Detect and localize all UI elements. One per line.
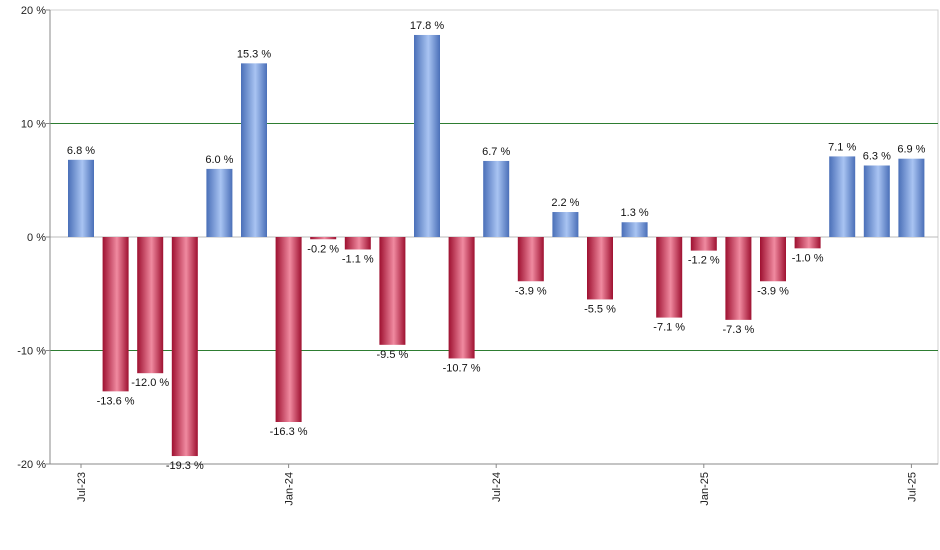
data-label-May-25: 7.1 % — [828, 141, 856, 153]
data-label-Mar-25: -3.9 % — [757, 285, 789, 297]
data-label-Apr-24: -9.5 % — [377, 349, 409, 361]
bar-Jan-24 — [275, 237, 302, 423]
bar-Jul-25 — [898, 158, 925, 237]
bar-Apr-24 — [379, 237, 406, 345]
data-label-Jan-24: -16.3 % — [270, 426, 308, 438]
bar-Feb-24 — [310, 237, 337, 240]
bar-Mar-24 — [344, 237, 371, 250]
bar-Jun-24 — [448, 237, 475, 359]
x-tick-label: Jan-25 — [699, 472, 711, 506]
data-label-Feb-24: -0.2 % — [307, 243, 339, 255]
y-tick-label: 0 % — [27, 232, 46, 244]
data-label-Jul-25: 6.9 % — [897, 144, 925, 156]
bar-Sep-23 — [137, 237, 164, 374]
x-tick-label: Jul-25 — [906, 472, 918, 502]
bar-Apr-25 — [794, 237, 821, 249]
bar-Jul-24 — [483, 160, 510, 237]
data-label-Jul-23: 6.8 % — [67, 145, 95, 157]
data-label-May-24: 17.8 % — [410, 20, 444, 32]
bar-Nov-24 — [621, 222, 648, 237]
x-axis: Jul-23 Jan-24 Jul-24 Jan-25 Jul-25 — [50, 463, 938, 506]
data-label-Aug-23: -13.6 % — [97, 395, 135, 407]
bar-Jan-25 — [690, 237, 717, 251]
data-label-Sep-24: 2.2 % — [551, 197, 579, 209]
bar-Dec-24 — [656, 237, 683, 318]
bars — [68, 34, 925, 457]
x-tick-label: Jul-24 — [491, 472, 503, 502]
bar-May-25 — [829, 156, 856, 237]
x-tick-label: Jan-24 — [284, 472, 296, 506]
bar-Feb-25 — [725, 237, 752, 320]
bar-Nov-23 — [206, 168, 233, 237]
bar-May-24 — [414, 34, 440, 237]
y-tick-label: -10 % — [17, 346, 46, 358]
bar-Dec-23 — [241, 63, 267, 237]
data-label-Aug-24: -3.9 % — [515, 285, 547, 297]
bar-Jun-25 — [863, 165, 890, 237]
bar-Oct-23 — [171, 237, 198, 457]
bar-Aug-24 — [517, 237, 544, 282]
data-label-Feb-25: -7.3 % — [723, 324, 755, 336]
y-axis: 20 % 10 % 0 % -10 % -20 % — [17, 5, 51, 471]
data-label-Jun-24: -10.7 % — [443, 362, 481, 374]
data-label-Nov-23: 6.0 % — [205, 154, 233, 166]
data-label-Mar-24: -1.1 % — [342, 253, 374, 265]
x-tick-label: Jul-23 — [76, 472, 88, 502]
data-label-Jun-25: 6.3 % — [863, 150, 891, 162]
bar-Aug-23 — [102, 237, 129, 392]
data-labels: 6.8 % -13.6 % -12.0 % -19.3 % 6.0 % 15.3 % -16… — [67, 20, 926, 472]
data-label-Oct-24: -5.5 % — [584, 303, 616, 315]
bar-Jul-23 — [68, 159, 94, 237]
data-label-Dec-24: -7.1 % — [653, 322, 685, 334]
bar-Mar-25 — [760, 237, 786, 282]
data-label-Jul-24: 6.7 % — [482, 146, 510, 158]
data-label-Apr-25: -1.0 % — [792, 252, 824, 264]
data-label-Dec-23: 15.3 % — [237, 48, 271, 60]
y-tick-label: 10 % — [21, 119, 46, 131]
y-tick-label: 20 % — [21, 5, 46, 17]
data-label-Oct-23: -19.3 % — [166, 460, 204, 472]
bar-Sep-24 — [552, 212, 579, 237]
data-label-Sep-23: -12.0 % — [131, 377, 169, 389]
data-label-Jan-25: -1.2 % — [688, 255, 720, 267]
bar-Oct-24 — [587, 237, 613, 300]
y-tick-label: -20 % — [17, 459, 46, 471]
data-label-Nov-24: 1.3 % — [621, 207, 649, 219]
